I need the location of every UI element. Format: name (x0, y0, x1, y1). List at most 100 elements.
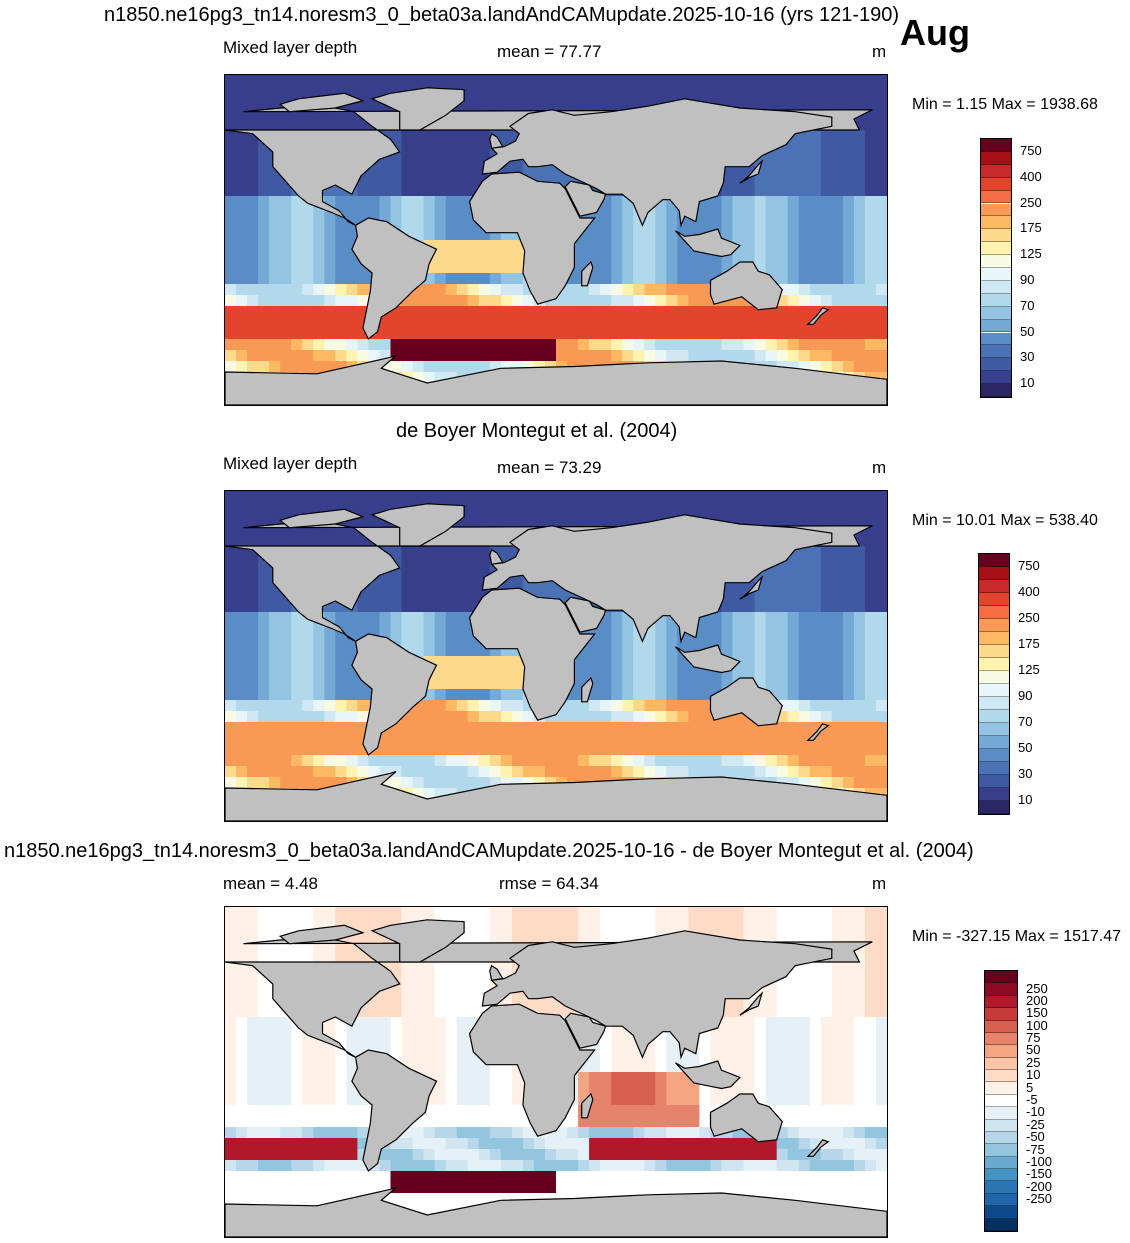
colorbar-segment (981, 151, 1011, 165)
colorbar-tick-label: 750 (1020, 142, 1042, 158)
colorbar-segment (981, 255, 1011, 268)
colorbar-segment (979, 775, 1009, 788)
colorbar-segment (981, 293, 1011, 307)
colorbar-tick-label: 25 (1026, 1054, 1041, 1070)
colorbar-segment (979, 593, 1009, 606)
colorbar-segment (979, 606, 1009, 619)
landmass-canadaIslands (278, 508, 365, 529)
colorbar-segment (979, 619, 1009, 632)
colorbar-segment (981, 332, 1011, 346)
panel1-variable-label: Mixed layer depth (223, 38, 358, 57)
landmass-japan (739, 575, 764, 600)
colorbar-segment (985, 1119, 1017, 1132)
colorbar-difference-mld (984, 970, 1018, 1232)
colorbar-segment (985, 1181, 1017, 1194)
colorbar-tick-label: 10 (1018, 792, 1033, 807)
landmass-arabia (564, 596, 607, 633)
landmass-eurasia (481, 930, 833, 1060)
landmass-antarctica (225, 1186, 887, 1237)
colorbar-segment (985, 1156, 1017, 1170)
colorbar-segment (981, 268, 1011, 281)
colorbar-tick-label: 175 (1018, 636, 1040, 651)
panel2-mean: mean = 73.29 (497, 458, 602, 477)
panel3-title: n1850.ne16pg3_tn14.noresm3_0_beta03a.lan… (4, 840, 974, 862)
map-observed-mld (224, 490, 888, 822)
colorbar-segment (979, 736, 1009, 749)
landmass-japan (739, 991, 764, 1016)
obs-map-canvas (225, 491, 887, 821)
colorbar-tick-label: 30 (1020, 349, 1035, 365)
colorbar-segment (979, 658, 1009, 671)
panel2-title: de Boyer Montegut et al. (2004) (396, 420, 678, 442)
panel2-minmax: Min = 10.01 Max = 538.40 (912, 512, 1098, 529)
landmass-uk (489, 132, 504, 149)
colorbar-tick-label: 50 (1020, 323, 1035, 339)
landmass-madagascar (581, 1092, 594, 1119)
colorbar-tick-label: 10 (1026, 1067, 1041, 1083)
landmass-africa (468, 171, 596, 305)
colorbar-segment (981, 384, 1011, 397)
colorbar-segment (981, 164, 1011, 178)
landmass-nz (806, 723, 830, 741)
colorbar-segment (985, 1218, 1017, 1231)
colorbar-segment (981, 358, 1011, 372)
colorbar-tick-label: 70 (1018, 714, 1033, 729)
colorbar-segment (981, 139, 1011, 152)
landmass-indonesia (675, 228, 741, 258)
colorbar-segment (985, 1193, 1017, 1207)
colorbar-segment (981, 177, 1011, 191)
panel1-minmax: Min = 1.15 Max = 1938.68 (912, 96, 1098, 113)
map-difference-mld (224, 906, 888, 1238)
colorbar-segment (981, 319, 1011, 333)
colorbar-tick-label: 30 (1018, 766, 1033, 781)
landmass-antarctica (225, 354, 887, 405)
colorbar-segment (979, 671, 1009, 684)
colorbar-segment (985, 1169, 1017, 1182)
colorbar-tick-label: -50 (1026, 1129, 1045, 1145)
landmass-arabia (564, 1012, 607, 1049)
colorbar-tick-label: -150 (1026, 1166, 1053, 1182)
colorbar-segment (985, 1082, 1017, 1095)
colorbar-tick-label: -200 (1026, 1178, 1053, 1194)
landmass-canadaIslands (278, 92, 365, 113)
colorbar-tick-label: -25 (1026, 1116, 1045, 1132)
colorbar-tick-label: 250 (1020, 194, 1042, 210)
landmass-nz (806, 1139, 830, 1157)
colorbar-tick-label: 90 (1020, 271, 1035, 287)
colorbar-tick-label: 70 (1020, 297, 1035, 313)
panel1-units: m (872, 42, 887, 61)
colorbar-segment (985, 1020, 1017, 1033)
colorbar-segment (979, 684, 1009, 697)
landmass-greenland (370, 919, 465, 963)
colorbar-tick-label: 150 (1026, 1005, 1048, 1021)
colorbar-segment (985, 995, 1017, 1009)
colorbar-segment (985, 1008, 1017, 1021)
colorbar-segment (981, 345, 1011, 359)
colorbar-segment (979, 801, 1009, 814)
landmass-japan (739, 159, 764, 184)
colorbar-segment (981, 229, 1011, 243)
landmass-southAmerica (351, 217, 438, 340)
landmass-indonesia (675, 1060, 741, 1090)
panel3-mean: mean = 4.48 (223, 874, 318, 893)
colorbar-segment (985, 1131, 1017, 1145)
colorbar-segment (979, 632, 1009, 645)
landmass-africa (468, 1003, 596, 1137)
panel3-units: m (872, 874, 887, 893)
colorbar-segment (981, 371, 1011, 385)
colorbar-segment (985, 1107, 1017, 1120)
colorbar-segment (985, 971, 1017, 984)
landmass-antarctica (225, 770, 887, 821)
colorbar-tick-label: 50 (1018, 740, 1033, 755)
colorbar-tick-label: 175 (1020, 220, 1042, 236)
landmass-eurasia (481, 98, 833, 228)
landmass-madagascar (581, 260, 594, 287)
colorbar-tick-label: 125 (1020, 246, 1042, 262)
landmass-australia (709, 1093, 783, 1143)
model-map-canvas (225, 75, 887, 405)
colorbar-tick-label: -5 (1026, 1092, 1038, 1107)
colorbar-tick-label: 400 (1020, 168, 1042, 184)
colorbar-tick-label: 250 (1018, 610, 1040, 625)
colorbar-tick-label: 75 (1026, 1030, 1041, 1046)
landmass-southAmerica (351, 633, 438, 756)
